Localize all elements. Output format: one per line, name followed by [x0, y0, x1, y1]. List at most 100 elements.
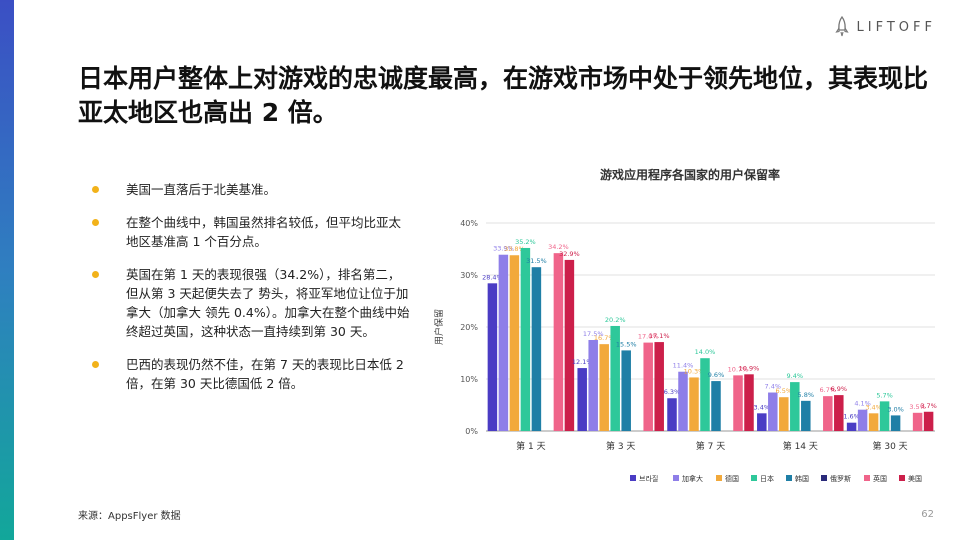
bar	[498, 254, 509, 431]
bar	[564, 259, 575, 431]
bar	[790, 382, 800, 431]
data-label: 3.5%	[909, 403, 926, 411]
data-label: 15.5%	[616, 340, 637, 348]
x-tick-label: 第 30 天	[873, 440, 908, 452]
bar	[553, 253, 564, 431]
bar	[509, 255, 520, 431]
bar	[487, 283, 498, 431]
legend-swatch	[899, 475, 905, 481]
bar	[779, 397, 789, 431]
data-label: 14.0%	[695, 348, 716, 356]
data-label: 10.9%	[739, 364, 760, 372]
accent-bar	[0, 0, 14, 540]
bar	[834, 395, 844, 431]
bullet-item: 英国在第 1 天的表现很强（34.2%），排名第二，但从第 3 天起便失去了 势…	[92, 265, 412, 341]
data-label: 33.8%	[504, 245, 525, 253]
legend-swatch	[751, 475, 757, 481]
chart-title: 游戏应用程序各国家的用户保留率	[599, 168, 780, 182]
data-label: 10.3%	[684, 367, 705, 375]
data-label: 5.8%	[798, 391, 815, 399]
data-label: 35.2%	[515, 238, 536, 246]
legend-label: 韩国	[795, 474, 809, 483]
x-tick-label: 第 1 天	[516, 440, 545, 452]
data-label: 11.4%	[673, 362, 694, 370]
data-label: 34.2%	[548, 243, 569, 251]
retention-bar-chart: 用户保留 0% 10% 20% 30% 40% 28.4% 33.9%33.8%35.2% 31…	[433, 219, 937, 483]
bar	[577, 368, 587, 431]
bar	[599, 344, 609, 431]
bullet-item: 在整个曲线中，韩国虽然排名较低，但平均比亚太地区基准高 1 个百分点。	[92, 213, 412, 251]
data-label: 17.1%	[649, 332, 670, 340]
x-tick-label: 第 3 天	[606, 440, 635, 452]
bullet-text: 英国在第 1 天的表现很强（34.2%），排名第二，但从第 3 天起便失去了 势…	[126, 267, 410, 339]
bullet-text: 巴西的表现仍然不佳，在第 7 天的表现比日本低 2 倍，在第 30 天比德国低 …	[126, 357, 404, 391]
legend-label: 俄罗斯	[830, 474, 851, 483]
data-label: 6.7%	[820, 386, 837, 394]
data-label: 12.1%	[572, 358, 593, 366]
bar	[588, 340, 598, 431]
logo-text: LIFTOFF	[856, 19, 936, 35]
bullet-dot	[92, 271, 99, 278]
legend-label: 英国	[873, 474, 887, 483]
bullet-dot	[92, 219, 99, 226]
data-label: 3.4%	[865, 403, 882, 411]
bar	[846, 422, 857, 431]
legend-label: 加拿大	[682, 474, 703, 483]
data-label: 28.4%	[482, 273, 503, 281]
data-label: 31.5%	[526, 257, 547, 265]
data-label: 3.4%	[754, 403, 771, 411]
bar	[654, 342, 664, 431]
bar	[667, 398, 677, 431]
data-label: 9.4%	[787, 372, 804, 380]
legend-label: 브라질	[639, 474, 658, 483]
legend-swatch	[864, 475, 870, 481]
data-label: 4.1%	[854, 400, 871, 408]
data-label: 10.7%	[728, 365, 749, 373]
y-tick-label: 10%	[460, 375, 478, 384]
slide-title: 日本用户整体上对游戏的忠诚度最高，在游戏市场中处于领先地位，其表现比亚太地区也高…	[78, 64, 929, 127]
page-number: 62	[921, 509, 934, 520]
bar	[531, 267, 542, 431]
y-tick-label: 40%	[460, 219, 478, 228]
bar	[801, 400, 811, 431]
data-label: 7.4%	[765, 383, 782, 391]
data-label: 6.3%	[664, 388, 681, 396]
legend-label: 德国	[725, 474, 739, 483]
legend-swatch	[673, 475, 679, 481]
data-label: 5.7%	[876, 391, 893, 399]
data-label: 3.0%	[887, 405, 904, 413]
bar	[520, 247, 531, 431]
bullet-item: 巴西的表现仍然不佳，在第 7 天的表现比日本低 2 倍，在第 30 天比德国低 …	[92, 355, 412, 393]
bullet-text: 在整个曲线中，韩国虽然排名较低，但平均比亚太地区基准高 1 个百分点。	[126, 215, 402, 249]
bar	[744, 374, 754, 431]
y-tick-label: 30%	[460, 271, 478, 280]
y-tick-label: 20%	[460, 323, 478, 332]
legend-label: 日本	[760, 474, 774, 483]
bar	[689, 377, 699, 431]
bullet-list: 美国一直落后于北美基准。 在整个曲线中，韩国虽然排名较低，但平均比亚太地区基准高…	[92, 180, 412, 407]
bar	[757, 413, 767, 431]
data-label: 20.2%	[605, 316, 626, 324]
x-tick-label: 第 14 天	[783, 440, 818, 452]
bar	[711, 381, 721, 431]
rocket-icon	[834, 16, 849, 37]
bar	[610, 325, 620, 431]
legend-swatch	[716, 475, 722, 481]
data-label: 1.6%	[843, 413, 860, 421]
bullet-item: 美国一直落后于北美基准。	[92, 180, 412, 199]
bar	[733, 375, 743, 431]
liftoff-logo: LIFTOFF	[834, 16, 936, 38]
legend-swatch	[821, 475, 827, 481]
data-label: 17.5%	[583, 330, 604, 338]
bar	[890, 415, 901, 431]
legend-label: 美国	[908, 474, 922, 483]
bar	[868, 413, 879, 431]
source-note: 来源：AppsFlyer 数据	[78, 511, 181, 522]
bar	[768, 392, 778, 431]
bullet-dot	[92, 361, 99, 368]
legend-swatch	[786, 475, 792, 481]
legend-swatch	[630, 475, 636, 481]
data-label: 6.9%	[831, 385, 848, 393]
bar	[823, 396, 833, 431]
bar	[912, 412, 923, 431]
